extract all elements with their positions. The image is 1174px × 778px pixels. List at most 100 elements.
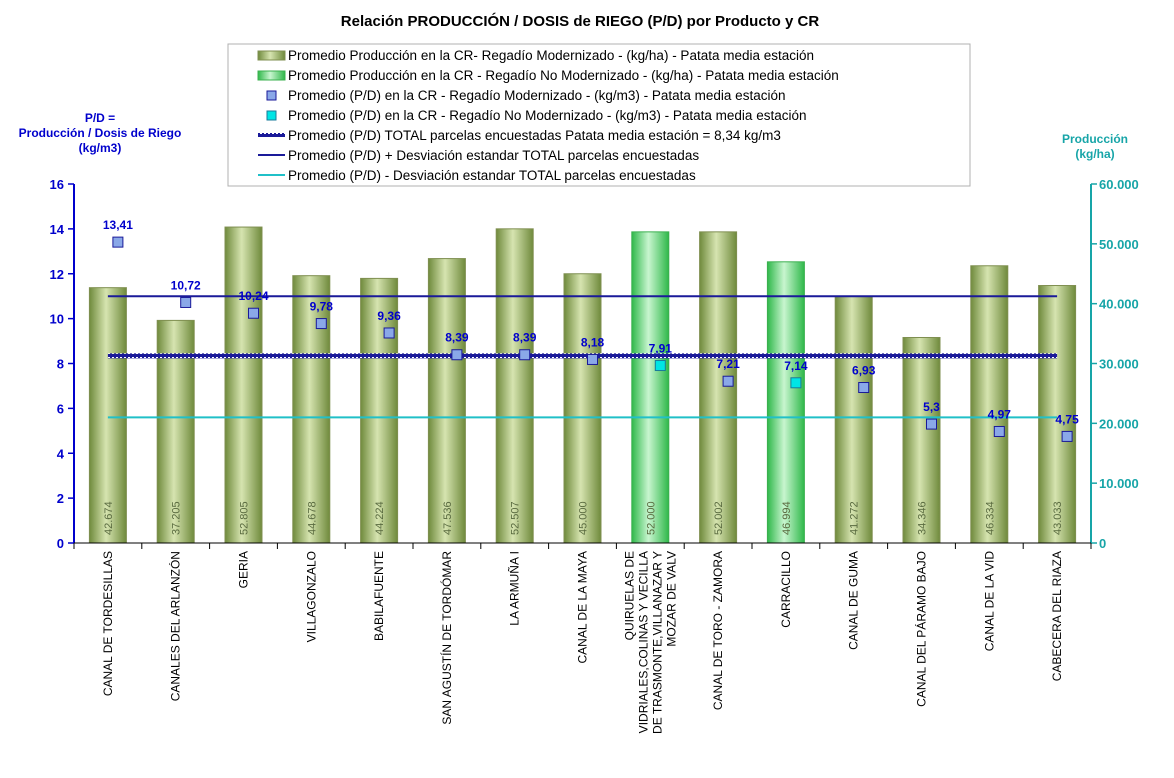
- right-tick-label: 20.000: [1099, 416, 1139, 431]
- marker-pd-modernizado: [1061, 430, 1073, 442]
- pd-value-label: 13,41: [103, 218, 133, 232]
- legend: Promedio Producción en la CR- Regadío Mo…: [227, 43, 971, 187]
- category-label: CANALES DEL ARLANZÓN: [168, 551, 183, 701]
- marker-pd-modernizado: [248, 307, 259, 319]
- pd-value-label: 7,14: [784, 359, 808, 373]
- bar-value-label: 52.805: [239, 501, 251, 535]
- left-axis-title-line: P/D =: [85, 111, 115, 125]
- category-label: CANAL DEL PÁRAMO BAJO: [914, 551, 929, 707]
- bar-production-modernizado: [495, 228, 534, 544]
- bar-production-modernizado: [834, 295, 873, 544]
- right-tick-label: 40.000: [1099, 297, 1139, 312]
- bar-production-modernizado: [563, 273, 602, 544]
- legend-box: [227, 43, 971, 187]
- legend-symbol-mean-line: [258, 133, 285, 137]
- marker-pd-modernizado: [315, 318, 327, 330]
- bar-production-no-modernizado: [766, 261, 805, 544]
- bar-value-label: 44.224: [374, 501, 386, 535]
- right-tick-label: 10.000: [1099, 476, 1139, 491]
- bar-production-modernizado: [292, 275, 331, 544]
- legend-symbol-bar-no-modernizado: [257, 70, 286, 81]
- right-tick-label: 0: [1099, 536, 1106, 551]
- chart-title: Relación PRODUCCIÓN / DOSIS de RIEGO (P/…: [341, 12, 820, 30]
- marker-pd-modernizado: [451, 349, 463, 361]
- right-tick-label: 30.000: [1099, 357, 1139, 372]
- pd-value-label: 8,18: [581, 335, 605, 349]
- bar-value-label: 45.000: [578, 501, 590, 535]
- marker-pd-modernizado: [858, 382, 870, 394]
- pd-value-label: 5,3: [923, 400, 940, 414]
- category-label: BABILAFUENTE: [372, 551, 386, 641]
- right-axis-title-line: Producción: [1062, 132, 1128, 146]
- pd-value-label: 7,21: [716, 357, 740, 371]
- bar-production-modernizado: [360, 277, 399, 544]
- marker-pd-modernizado: [383, 327, 395, 339]
- bar-value-label: 46.994: [781, 501, 793, 535]
- bar-production-no-modernizado: [631, 231, 670, 544]
- legend-symbol-bar-modernizado: [257, 50, 286, 61]
- legend-symbol-marker-modernizado: [266, 90, 277, 101]
- legend-entry: Promedio Producción en la CR- Regadío Mo…: [288, 48, 814, 63]
- pd-value-label: 6,93: [852, 364, 876, 378]
- marker-pd-modernizado: [587, 353, 598, 365]
- bar-production-modernizado: [224, 226, 263, 544]
- category-label: CANAL DE TORO - ZAMORA: [711, 551, 725, 710]
- marker-pd-modernizado: [722, 375, 734, 387]
- pd-value-label: 7,91: [649, 342, 673, 356]
- pd-value-label: 4,97: [988, 407, 1012, 421]
- left-tick-label: 14: [50, 222, 65, 237]
- pd-value-label: 4,75: [1055, 412, 1079, 426]
- legend-entry: Promedio (P/D) + Desviación estandar TOT…: [288, 148, 699, 163]
- left-axis-title: P/D =Producción / Dosis de Riego(kg/m3): [19, 111, 182, 155]
- bar-value-label: 47.536: [442, 501, 454, 535]
- left-axis-title-line: (kg/m3): [79, 141, 122, 155]
- line-mean: [107, 353, 1058, 359]
- left-tick-label: 12: [50, 267, 64, 282]
- category-label: MOZAR DE VALV: [664, 551, 678, 647]
- bar-production-modernizado: [1038, 285, 1077, 544]
- bar-value-label: 41.272: [849, 501, 861, 535]
- pd-value-label: 10,72: [171, 278, 201, 292]
- bar-value-label: 52.000: [645, 501, 657, 535]
- bar-production-modernizado: [427, 258, 466, 544]
- marker-pd-no-modernizado: [790, 377, 802, 389]
- pd-value-label: 9,78: [310, 300, 334, 314]
- category-label: QUIRUELAS DE: [622, 551, 636, 640]
- category-label: LA ARMUÑA I: [508, 551, 522, 626]
- bar-value-label: 37.205: [171, 501, 183, 535]
- category-label: CANAL DE TORDESILLAS: [101, 551, 115, 696]
- category-label: SAN AGUSTÍN DE TORDÓMAR: [439, 551, 454, 725]
- legend-entry: Promedio (P/D) en la CR - Regadío Modern…: [288, 88, 785, 103]
- bar-value-label: 34.346: [917, 501, 929, 535]
- bar-value-label: 44.678: [306, 501, 318, 535]
- left-axis-title-line: Producción / Dosis de Riego: [19, 126, 182, 140]
- category-label: VILLAGONZALO: [304, 551, 318, 642]
- pd-value-label: 8,39: [445, 331, 469, 345]
- category-label: CABECERA DEL RIAZA: [1050, 551, 1064, 681]
- bar-value-label: 43.033: [1052, 501, 1064, 535]
- left-tick-label: 16: [50, 177, 64, 192]
- category-label: CANAL DE LA MAYA: [576, 551, 590, 663]
- category-label: VIDRIALES,COLINAS Y VECILLA: [636, 551, 650, 733]
- marker-pd-no-modernizado: [654, 360, 666, 372]
- right-tick-label: 50.000: [1099, 237, 1139, 252]
- marker-pd-modernizado: [519, 349, 531, 361]
- category-label: GERIA: [237, 551, 251, 588]
- left-tick-label: 6: [57, 401, 64, 416]
- legend-entry: Promedio Producción en la CR - Regadío N…: [288, 68, 839, 83]
- marker-pd-modernizado: [926, 418, 937, 430]
- bar-production-modernizado: [88, 287, 127, 544]
- category-label: CANAL DE GUMA: [847, 551, 861, 650]
- bar-value-label: 52.002: [713, 501, 725, 535]
- right-tick-label: 60.000: [1099, 177, 1139, 192]
- category-label: CARRACILLO: [779, 551, 793, 628]
- bar-value-label: 52.507: [510, 501, 522, 535]
- legend-symbol-marker-no-modernizado: [266, 110, 277, 121]
- pd-value-label: 9,36: [377, 309, 401, 323]
- left-tick-label: 8: [57, 357, 64, 372]
- right-axis-title-line: (kg/ha): [1075, 147, 1114, 161]
- legend-entry: Promedio (P/D) - Desviación estandar TOT…: [288, 168, 696, 183]
- plot-area: 42.674 37.205 52.805 44.678 44.224 47.536 52.5…: [50, 177, 1139, 734]
- pd-value-label: 10,24: [238, 289, 268, 303]
